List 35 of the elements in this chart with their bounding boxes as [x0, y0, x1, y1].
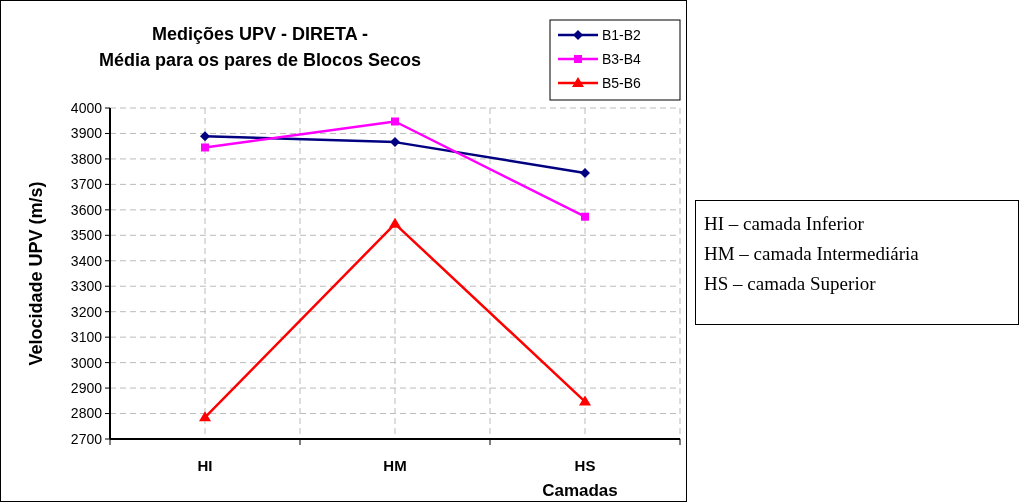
point — [389, 217, 401, 228]
y-tick-label: 3200 — [70, 303, 103, 320]
y-tick-label: 3400 — [70, 252, 103, 269]
y-tick-label: 3100 — [70, 329, 103, 346]
y-tick-label: 3800 — [70, 150, 103, 167]
legend-label: B1-B2 — [602, 26, 642, 43]
point — [581, 212, 589, 221]
point — [199, 411, 211, 422]
y-tick-label: 3600 — [70, 201, 103, 218]
x-tick-label: HS — [574, 457, 596, 474]
text: HI – camada Inferior — [704, 213, 865, 234]
point — [390, 137, 400, 148]
y-tick-label: 3700 — [70, 176, 103, 193]
point — [579, 395, 591, 406]
y-tick-label: 3300 — [70, 278, 103, 295]
x-tick-label: HM — [383, 457, 407, 474]
point — [580, 167, 590, 178]
text: HS – camada Superior — [704, 273, 877, 294]
y-tick-label: 2900 — [70, 379, 103, 396]
legend-label: B5-B6 — [602, 74, 642, 91]
chart-title: Medições UPV - DIRETA - Média para os pares de Blocos Secos — [98, 24, 422, 70]
y-tick-label: 4000 — [70, 99, 103, 116]
y-tick-label: 3000 — [70, 354, 103, 371]
point — [201, 143, 209, 152]
x-axis-title: Camadas — [542, 481, 618, 500]
text: HM – camada Intermediária — [704, 243, 920, 264]
point — [391, 117, 399, 126]
point — [200, 131, 210, 142]
legend-label: B3-B4 — [602, 50, 642, 67]
y-tick-label: 2700 — [70, 430, 103, 447]
y-tick-label: 3900 — [70, 125, 103, 142]
y-tick-label: 2800 — [70, 405, 103, 422]
x-tick-label: HI — [197, 457, 213, 474]
y-tick-label: 3500 — [70, 227, 103, 244]
y-axis-title: Velocidade UPV (m/s) — [26, 181, 46, 366]
